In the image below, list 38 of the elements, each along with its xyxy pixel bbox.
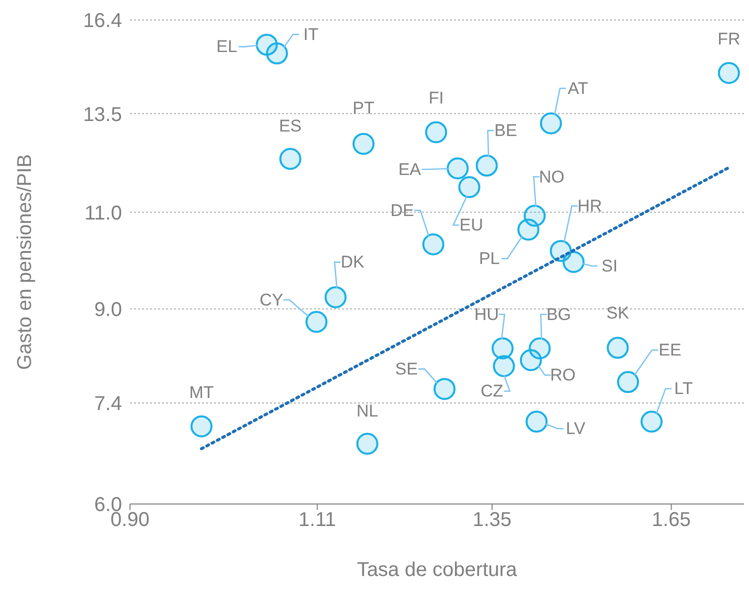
annotation: CY [260,290,284,310]
x-tick-label: 1.65 [652,509,691,532]
annotation: SK [606,303,630,322]
annotation: SE [395,359,418,378]
annotation: MT [189,382,214,402]
annotation: PT [352,98,374,118]
annotation: NO [538,167,564,186]
annotation: IT [303,24,319,44]
annotation: FR [718,30,740,49]
x-axis-title: Tasa de cobertura [356,559,518,581]
x-tick-label: 1.11 [298,509,336,532]
annotation: AT [568,78,588,98]
annotation: LT [674,379,693,398]
annotation: EU [459,216,484,235]
y-tick-label: 13.5 [83,104,122,126]
annotation: HR [578,196,602,216]
annotation: SI [602,256,618,276]
annotation: DE [390,200,414,220]
annotation: EA [398,160,422,179]
annotation: EE [658,340,682,360]
annotation: PL [478,249,500,268]
annotation: EL [216,37,238,56]
y-tick-label: 7.4 [94,393,122,416]
annotation: RO [550,366,576,385]
annotation: LV [566,419,586,438]
y-axis-title: Gasto en pensiones/PIB [14,154,36,370]
annotation: BG [546,304,572,324]
annotation: HU [474,304,499,324]
annotation: ES [278,116,302,136]
annotation: CZ [480,382,504,401]
annotation: NL [356,401,378,420]
y-tick-label: 11.0 [84,202,122,224]
annotation: BE [494,121,518,140]
x-tick-label: 1.35 [472,509,512,532]
y-tick-label: 16.4 [83,10,122,32]
annotation: DK [340,252,366,272]
annotation: FI [428,88,444,108]
y-tick-label: 9.0 [94,298,122,321]
